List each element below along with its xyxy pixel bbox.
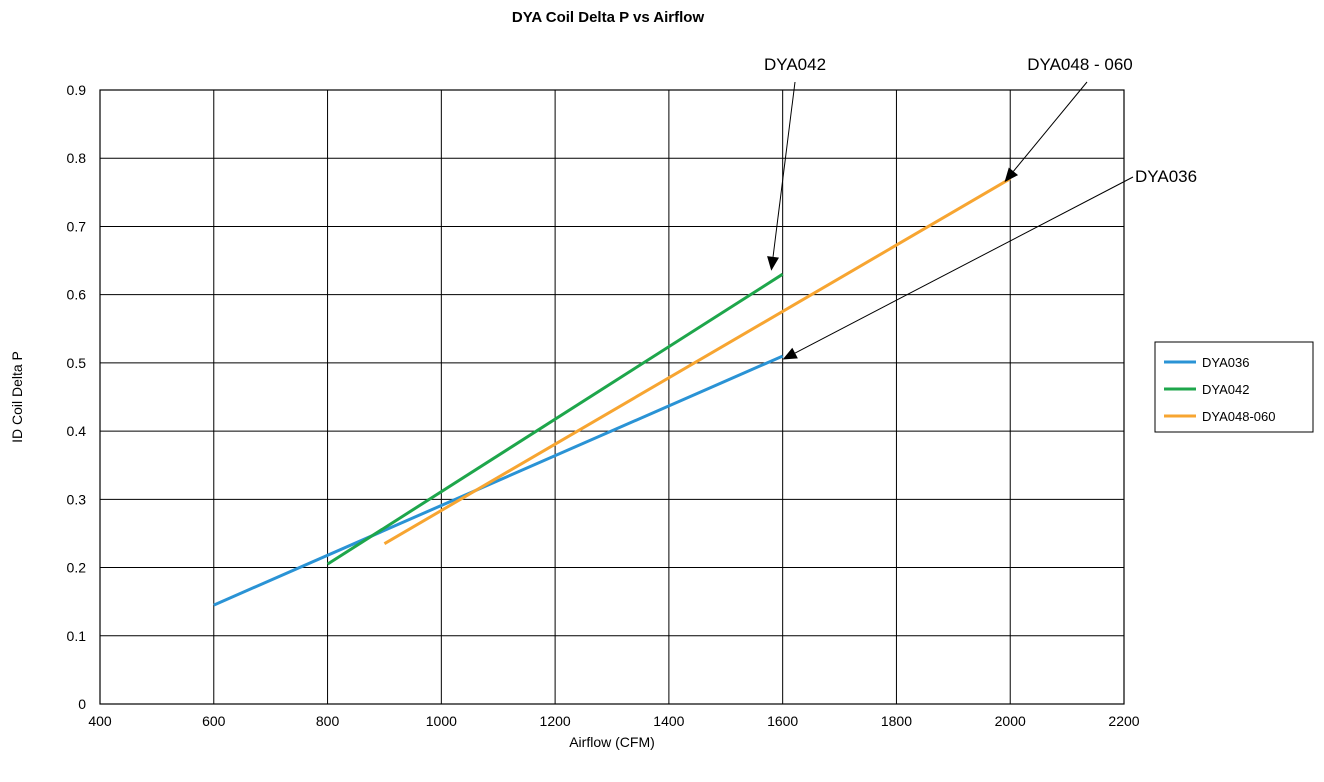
- y-tick-label: 0.1: [67, 628, 87, 644]
- series-lines: [213, 177, 1011, 607]
- x-tick-label: 400: [88, 713, 112, 729]
- y-tick-label: 0.9: [67, 82, 87, 98]
- x-tick-label: 1000: [426, 713, 457, 729]
- annotation-arrow-line: [794, 176, 1134, 354]
- y-tick-label: 0.2: [67, 560, 87, 576]
- x-tick-label: 600: [202, 713, 226, 729]
- y-tick-label: 0.3: [67, 491, 87, 507]
- legend-label: DYA048-060: [1202, 409, 1275, 424]
- y-tick-label: 0.5: [67, 355, 87, 371]
- annotation-label: DYA048 - 060: [1027, 55, 1133, 74]
- annotations: DYA042 DYA048 - 060 DYA036: [764, 55, 1197, 360]
- y-tick-label: 0.6: [67, 287, 87, 303]
- legend-label: DYA042: [1202, 382, 1249, 397]
- plot-frame: [99, 89, 1125, 705]
- annotation-arrowhead: [782, 347, 798, 360]
- x-tick-label: 2200: [1108, 713, 1139, 729]
- y-tick-label: 0: [78, 696, 86, 712]
- chart-title: DYA Coil Delta P vs Airflow: [512, 9, 705, 26]
- annotation-arrowhead: [1004, 167, 1019, 183]
- legend-label: DYA036: [1202, 355, 1249, 370]
- grid: [99, 89, 1125, 705]
- y-tick-label: 0.7: [67, 218, 87, 234]
- legend: DYA036 DYA042 DYA048-060: [1154, 341, 1314, 433]
- annotation-arrow-line: [1013, 81, 1088, 172]
- series-line: [383, 177, 1011, 545]
- y-tick-label: 0.4: [67, 423, 87, 439]
- annotation-label: DYA042: [764, 55, 826, 74]
- x-tick-label: 2000: [995, 713, 1026, 729]
- x-tick-label: 800: [316, 713, 340, 729]
- x-tick-label: 1400: [653, 713, 684, 729]
- y-tick-labels: 0 0.1 0.2 0.3 0.4 0.5 0.6 0.7 0.8 0.9: [67, 82, 87, 712]
- annotation-arrowhead: [767, 256, 779, 271]
- x-tick-labels: 400 600 800 1000 1200 1400 1600 1800 2000 2200: [88, 713, 1139, 729]
- y-axis-label: ID Coil Delta P: [9, 351, 25, 443]
- x-tick-label: 1200: [540, 713, 571, 729]
- x-tick-label: 1800: [881, 713, 912, 729]
- x-axis-label: Airflow (CFM): [569, 734, 655, 750]
- annotation-label: DYA036: [1135, 167, 1197, 186]
- x-tick-label: 1600: [767, 713, 798, 729]
- series-line: [326, 272, 784, 566]
- y-tick-label: 0.8: [67, 150, 87, 166]
- annotation-arrow-line: [772, 81, 796, 257]
- series-line: [213, 354, 784, 607]
